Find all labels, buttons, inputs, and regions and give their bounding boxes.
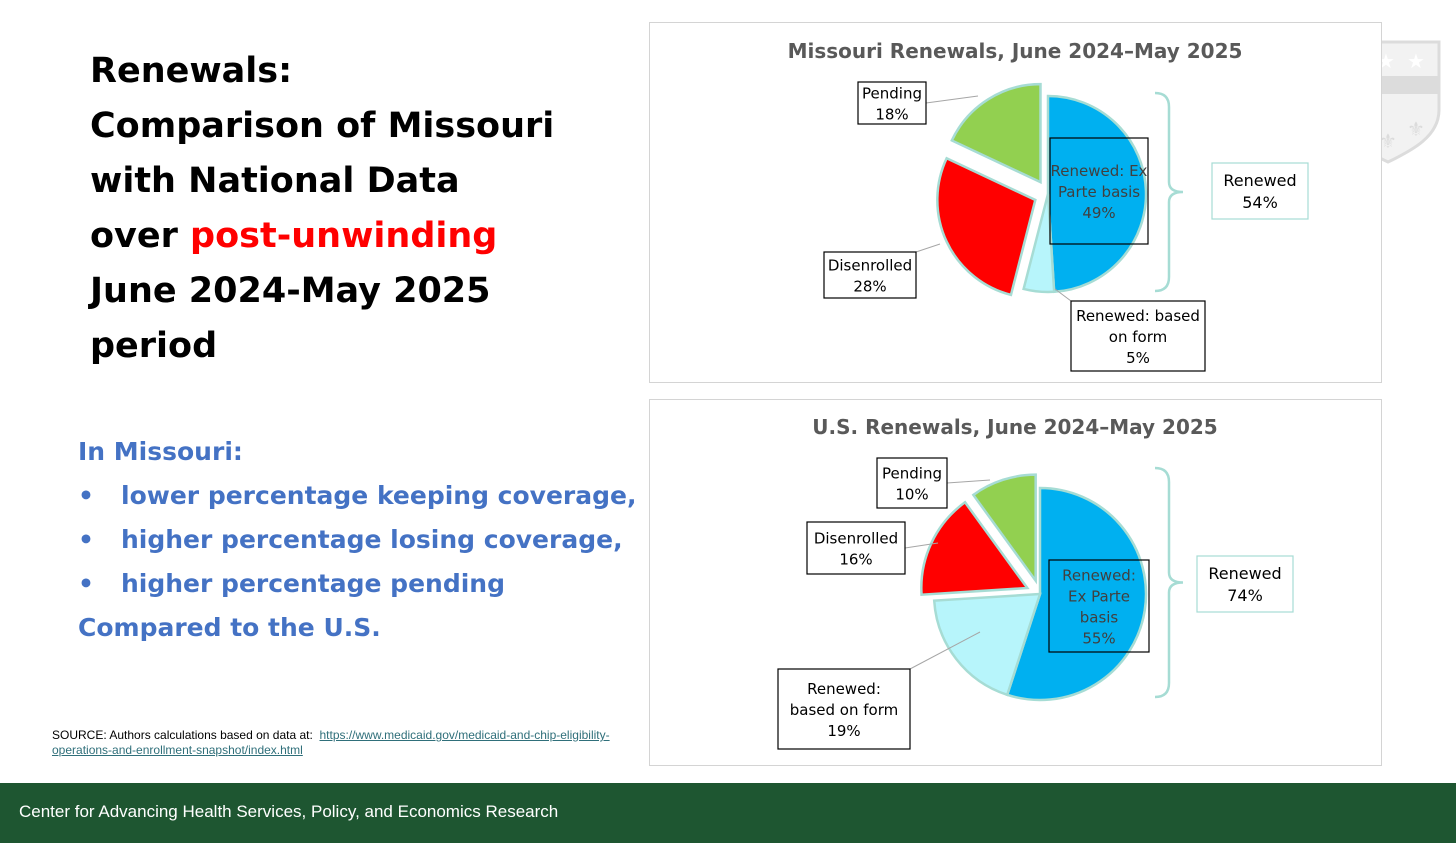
findings-closing: Compared to the U.S. xyxy=(78,613,381,642)
svg-text:⚜: ⚜ xyxy=(1379,129,1397,153)
missouri-renewed-total-label: Renewed 54% xyxy=(1211,162,1309,220)
title-highlight: post-unwinding xyxy=(190,216,498,256)
svg-text:Disenrolled: Disenrolled xyxy=(814,530,898,548)
missouri-data-label: Pending 18% xyxy=(857,81,979,125)
missouri-chart-title: Missouri Renewals, June 2024–May 2025 xyxy=(788,39,1243,63)
title-line-1: Renewals: xyxy=(90,51,293,91)
svg-text:Ex Parte: Ex Parte xyxy=(1068,588,1130,606)
missouri-renewed-bracket xyxy=(1154,91,1184,293)
svg-text:28%: 28% xyxy=(853,278,886,296)
title-line-3: with National Data xyxy=(90,161,460,201)
findings-list: • lower percentage keeping coverage, • hig… xyxy=(78,474,638,606)
source-note: SOURCE: Authors calculations based on da… xyxy=(52,728,612,758)
us-renewed-total-label: Renewed 74% xyxy=(1196,555,1294,613)
findings-heading: In Missouri: xyxy=(78,437,243,466)
svg-text:Parte basis: Parte basis xyxy=(1058,183,1140,201)
title-line-5: June 2024-May 2025 xyxy=(90,271,491,311)
svg-text:⚜: ⚜ xyxy=(1407,117,1425,141)
svg-text:Renewed:: Renewed: xyxy=(807,680,881,698)
finding-item: • lower percentage keeping coverage, xyxy=(78,474,638,518)
svg-text:Renewed: Ex: Renewed: Ex xyxy=(1051,162,1148,180)
missouri-data-label: Renewed: based on form 5% xyxy=(1054,288,1206,372)
findings-block: In Missouri: • lower percentage keeping c… xyxy=(78,430,638,650)
us-chart: U.S. Renewals, June 2024–May 2025 Renewed… xyxy=(649,399,1382,766)
svg-text:on form: on form xyxy=(1109,328,1167,346)
source-link[interactable]: https://www.medicaid.gov/medicaid-and-ch… xyxy=(52,728,610,757)
svg-text:Disenrolled: Disenrolled xyxy=(828,257,912,275)
us-data-label: Pending 10% xyxy=(876,457,991,509)
svg-text:Renewed: Renewed xyxy=(1208,564,1281,583)
title-line-4-prefix: over xyxy=(90,216,191,256)
us-pie-svg: U.S. Renewals, June 2024–May 2025 Renewed… xyxy=(777,415,1294,750)
svg-text:based on form: based on form xyxy=(790,701,898,719)
footer-bar: Center for Advancing Health Services, Po… xyxy=(0,783,1456,843)
us-pie-slice-renewed-ex-parte-basis xyxy=(1005,486,1148,702)
us-renewed-bracket xyxy=(1154,466,1184,699)
svg-text:10%: 10% xyxy=(895,486,928,504)
us-pie-slice-renewed-based-on-form xyxy=(932,592,1042,697)
finding-item: • higher percentage losing coverage, xyxy=(78,518,638,562)
us-data-label: Renewed: Ex Parte basis 55% xyxy=(1048,559,1150,653)
svg-text:74%: 74% xyxy=(1227,586,1263,605)
svg-text:49%: 49% xyxy=(1082,204,1115,222)
svg-text:19%: 19% xyxy=(827,722,860,740)
svg-text:16%: 16% xyxy=(839,551,872,569)
svg-text:Pending: Pending xyxy=(882,465,942,483)
source-prefix: SOURCE: Authors calculations based on da… xyxy=(52,728,313,742)
svg-text:Pending: Pending xyxy=(862,85,922,103)
title-line-2: Comparison of Missouri xyxy=(90,106,555,146)
missouri-pie-svg: Missouri Renewals, June 2024–May 2025 Ren… xyxy=(788,39,1309,372)
us-data-label: Renewed: based on form 19% xyxy=(777,631,981,750)
bullet-icon: • xyxy=(78,481,94,510)
footer-text: Center for Advancing Health Services, Po… xyxy=(19,802,559,821)
missouri-chart: Missouri Renewals, June 2024–May 2025 Ren… xyxy=(649,22,1382,383)
title-line-6: period xyxy=(90,326,218,366)
bullet-icon: • xyxy=(78,569,94,598)
svg-text:Renewed: based: Renewed: based xyxy=(1076,307,1200,325)
missouri-pie-slice-renewed-based-on-form xyxy=(1022,193,1056,294)
svg-text:18%: 18% xyxy=(875,106,908,124)
us-data-label: Disenrolled 16% xyxy=(806,521,939,575)
svg-text:basis: basis xyxy=(1080,609,1119,627)
slide-title: Renewals: Comparison of Missouri with Na… xyxy=(90,44,630,374)
missouri-pie-slice-renewed-ex-parte-basis xyxy=(1046,94,1148,294)
bullet-icon: • xyxy=(78,525,94,554)
svg-text:★: ★ xyxy=(1407,49,1425,73)
us-pie-slice-pending xyxy=(971,473,1037,585)
svg-text:5%: 5% xyxy=(1126,349,1150,367)
finding-item: • higher percentage pending xyxy=(78,562,638,606)
us-chart-title: U.S. Renewals, June 2024–May 2025 xyxy=(812,415,1217,439)
svg-text:55%: 55% xyxy=(1082,630,1115,648)
svg-text:Renewed: Renewed xyxy=(1223,171,1296,190)
title-line-4: over post-unwinding xyxy=(90,209,630,264)
us-pie-slice-disenrolled xyxy=(920,500,1030,597)
missouri-data-label: Renewed: Ex Parte basis 49% xyxy=(1049,137,1149,245)
missouri-pie-slice-disenrolled xyxy=(936,156,1037,297)
missouri-pie-slice-pending xyxy=(950,82,1042,185)
missouri-data-label: Disenrolled 28% xyxy=(823,243,941,299)
svg-text:Renewed:: Renewed: xyxy=(1062,567,1136,585)
svg-text:54%: 54% xyxy=(1242,193,1278,212)
